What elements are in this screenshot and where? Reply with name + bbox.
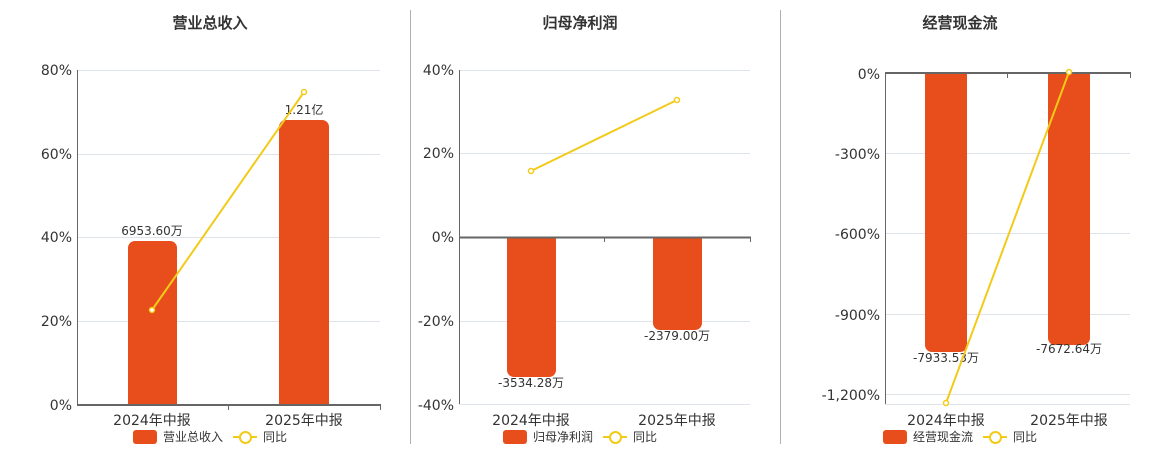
y-tick: 80% — [41, 63, 72, 79]
bar-2024[interactable] — [507, 237, 556, 377]
yoy-point[interactable] — [527, 167, 535, 175]
y-tick: 60% — [41, 147, 72, 163]
bar-value-label: 6953.60万 — [121, 224, 183, 238]
bar-2025[interactable] — [1048, 73, 1090, 345]
bar-2024[interactable] — [128, 241, 177, 405]
bar-value-label: 1.21亿 — [285, 102, 324, 117]
chart-revenue-plot: 80% 60% 40% 20% 0% 6953.60万 1.21亿 2024年中… — [41, 63, 381, 429]
chart-net-profit-plot: 40% 20% 0% -20% -40% -3534.28万 -2379.00万… — [418, 63, 751, 429]
bar-legend-label[interactable]: 经营现金流 — [912, 430, 973, 444]
bar-2025[interactable] — [279, 120, 329, 405]
chart-title: 经营现金流 — [922, 14, 998, 32]
bar-2025[interactable] — [653, 237, 702, 330]
x-tick: 2024年中报 — [907, 413, 985, 429]
panel-divider-1 — [410, 10, 411, 444]
chart-legend: 归母净利润 同比 — [502, 428, 658, 445]
chart-title: 营业总收入 — [172, 14, 248, 32]
bar-2024[interactable] — [925, 73, 967, 352]
chart-revenue: 营业总收入 80% 60% 40% 20% 0% 6953.60万 1.21亿 — [0, 0, 400, 450]
yoy-point[interactable] — [673, 96, 681, 104]
line-legend-marker-icon[interactable] — [983, 430, 1007, 444]
x-tick: 2024年中报 — [113, 413, 191, 429]
y-tick: 40% — [41, 230, 72, 246]
line-legend-marker-icon[interactable] — [603, 430, 627, 444]
y-tick: 40% — [423, 63, 454, 79]
x-tick: 2025年中报 — [265, 413, 343, 429]
bar-value-label: -7672.64万 — [1036, 342, 1102, 356]
line-legend-label[interactable]: 同比 — [1013, 430, 1038, 444]
bar-value-label: -2379.00万 — [644, 329, 710, 343]
y-tick: -40% — [418, 398, 454, 414]
chart-legend: 营业总收入 同比 — [132, 428, 288, 445]
line-legend-label[interactable]: 同比 — [263, 430, 288, 444]
y-tick: -900% — [835, 308, 880, 324]
yoy-point[interactable] — [148, 306, 156, 314]
y-tick: 20% — [41, 314, 72, 330]
bar-legend-swatch[interactable] — [882, 429, 907, 444]
chart-title: 归母净利润 — [542, 14, 618, 32]
line-legend-marker-icon[interactable] — [233, 430, 257, 444]
y-tick: -600% — [835, 227, 880, 243]
yoy-point[interactable] — [942, 399, 950, 407]
line-legend-label[interactable]: 同比 — [633, 430, 658, 444]
y-tick: 0% — [50, 398, 72, 414]
yoy-line — [945, 71, 1070, 404]
y-tick: 0% — [858, 67, 880, 83]
y-tick: 20% — [423, 146, 454, 162]
bar-legend-label[interactable]: 归母净利润 — [532, 430, 593, 444]
y-tick: -300% — [835, 147, 880, 163]
y-tick: -20% — [418, 314, 454, 330]
x-tick: 2025年中报 — [1030, 413, 1108, 429]
yoy-line — [151, 91, 305, 311]
chart-operating-cash-flow: 经营现金流 0% -300% -600% -900% -1,200% -7933… — [780, 0, 1160, 450]
bar-legend-swatch[interactable] — [502, 429, 527, 444]
yoy-point[interactable] — [1065, 68, 1073, 76]
bar-legend-label[interactable]: 营业总收入 — [162, 430, 223, 444]
bar-legend-swatch[interactable] — [132, 429, 157, 444]
chart-legend: 经营现金流 同比 — [882, 428, 1038, 445]
chart-net-profit: 归母净利润 40% 20% 0% -20% -40% -3534.28万 -23… — [400, 0, 780, 450]
yoy-line — [530, 99, 678, 172]
x-tick: 2024年中报 — [492, 413, 570, 429]
y-tick: -1,200% — [822, 388, 880, 404]
x-tick: 2025年中报 — [638, 413, 716, 429]
y-tick: 0% — [432, 230, 454, 246]
chart-operating-cash-flow-plot: 0% -300% -600% -900% -1,200% -7933.53万 -… — [822, 67, 1131, 429]
bar-value-label: -3534.28万 — [498, 376, 564, 390]
yoy-point[interactable] — [300, 88, 308, 96]
bar-value-label: -7933.53万 — [913, 351, 979, 365]
panel-divider-2 — [780, 10, 781, 444]
